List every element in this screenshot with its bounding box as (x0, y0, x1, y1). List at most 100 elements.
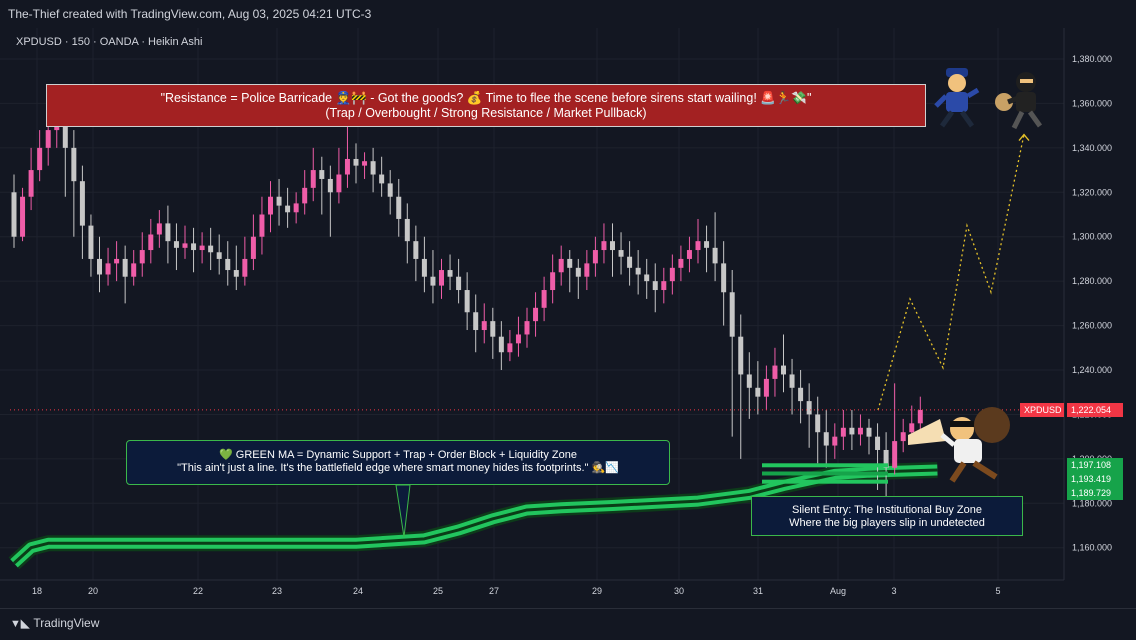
time-tick-label: 3 (891, 586, 896, 596)
candle-body (139, 250, 145, 264)
green-ma-line-1: 💚 GREEN MA = Dynamic Support + Trap + Or… (219, 449, 577, 461)
candle-body (242, 258, 248, 277)
candle-body (473, 312, 479, 331)
candle-body (28, 170, 34, 197)
candle-body (840, 427, 846, 437)
price-tick-label: 1,180.000 (1072, 498, 1112, 508)
silent-entry-line-2: Where the big players slip in undetected (789, 517, 985, 529)
candle-body (704, 241, 710, 248)
candle-body (567, 258, 573, 268)
time-tick-label: 29 (592, 586, 602, 596)
candle-body (396, 196, 402, 219)
candle-body (712, 247, 718, 264)
candle-body (319, 170, 325, 179)
price-tick-label: 1,380.000 (1072, 54, 1112, 64)
candle-body (900, 432, 906, 442)
candle-body (772, 365, 778, 379)
candle-body (481, 321, 487, 331)
candle-body (892, 441, 898, 468)
candle-body (464, 290, 470, 313)
tradingview-logo-icon: ▼◣ (10, 617, 30, 630)
candle-body (917, 409, 923, 424)
time-tick-label: 30 (674, 586, 684, 596)
tradingview-logo-text: TradingView (33, 616, 100, 630)
candles-group (11, 90, 923, 499)
candle-body (71, 147, 77, 182)
time-tick-label: 27 (489, 586, 499, 596)
candle-body (310, 170, 316, 188)
ma-price-tag-middle: 1,193.419 (1067, 472, 1123, 486)
candle-body (490, 321, 496, 337)
price-tick-label: 1,300.000 (1072, 232, 1112, 242)
candle-body (404, 218, 410, 242)
buy-zone-middle (762, 471, 888, 476)
time-tick-label: 5 (995, 586, 1000, 596)
candle-body (156, 223, 162, 235)
time-tick-label: 25 (433, 586, 443, 596)
price-tick-label: 1,340.000 (1072, 143, 1112, 153)
candle-body (575, 267, 581, 277)
chart-header-text: The-Thief created with TradingView.com, … (8, 7, 372, 21)
candle-body (661, 281, 667, 291)
candle-body (823, 432, 829, 446)
candle-body (507, 343, 513, 353)
tradingview-logo[interactable]: ▼◣ TradingView (10, 616, 99, 630)
candle-body (669, 267, 675, 282)
candle-body (456, 276, 462, 291)
candle-body (20, 196, 26, 237)
candle-body (592, 250, 598, 264)
candle-body (37, 147, 43, 171)
candle-body (652, 281, 658, 291)
candle-body (533, 307, 539, 322)
projection-arrowhead (1018, 133, 1030, 141)
candle-body (88, 225, 94, 259)
candle-body (362, 161, 368, 166)
candle-body (738, 336, 744, 375)
price-tick-label: 1,320.000 (1072, 187, 1112, 197)
candle-body (515, 334, 521, 344)
candle-body (11, 192, 17, 237)
candle-body (644, 274, 650, 282)
price-tick-label: 1,360.000 (1072, 98, 1112, 108)
projection-path (877, 133, 1030, 411)
candle-body (883, 449, 889, 468)
resistance-line-1: "Resistance = Police Barricade 👮🚧 - Got … (160, 91, 812, 105)
price-tick-label: 1,160.000 (1072, 543, 1112, 553)
candle-body (430, 276, 436, 286)
candle-body (191, 243, 197, 251)
candle-body (439, 270, 444, 286)
time-tick-label: 24 (353, 586, 363, 596)
candle-body (233, 270, 239, 277)
candle-body (498, 336, 504, 353)
candle-body (781, 365, 786, 375)
candle-body (173, 241, 179, 248)
candle-body (627, 256, 633, 268)
candle-body (798, 387, 804, 402)
price-tick-label: 1,260.000 (1072, 321, 1112, 331)
candle-body (302, 187, 308, 204)
candle-body (832, 436, 838, 446)
bottom-bar: ▼◣ TradingView (0, 608, 1136, 640)
candle-body (524, 321, 530, 335)
buy-zone-upper (762, 463, 888, 468)
candle-body (199, 245, 205, 251)
candle-body (686, 250, 692, 259)
thief-sneaking-with-flashlight-icon (908, 407, 1010, 483)
ma-price-tag-upper: 1,197.108 (1067, 458, 1123, 472)
candle-body (293, 203, 299, 213)
candle-body (182, 243, 188, 248)
candle-body (336, 174, 342, 193)
candle-body (97, 258, 102, 275)
callout-pointer-green (395, 484, 411, 538)
candle-body (584, 263, 590, 277)
candle-body (763, 378, 769, 397)
time-tick-label: 22 (193, 586, 203, 596)
resistance-annotation: "Resistance = Police Barricade 👮🚧 - Got … (46, 84, 926, 127)
candle-body (45, 130, 51, 148)
candle-body (268, 196, 273, 215)
time-tick-label: Aug (830, 586, 846, 596)
time-axis[interactable]: 18 20 22 23 24 25 27 29 30 31 Aug 3 5 (32, 586, 1001, 596)
time-tick-label: 20 (88, 586, 98, 596)
symbol-info[interactable]: XPDUSD · 150 · OANDA · Heikin Ashi (16, 36, 203, 48)
candle-body (618, 250, 624, 257)
